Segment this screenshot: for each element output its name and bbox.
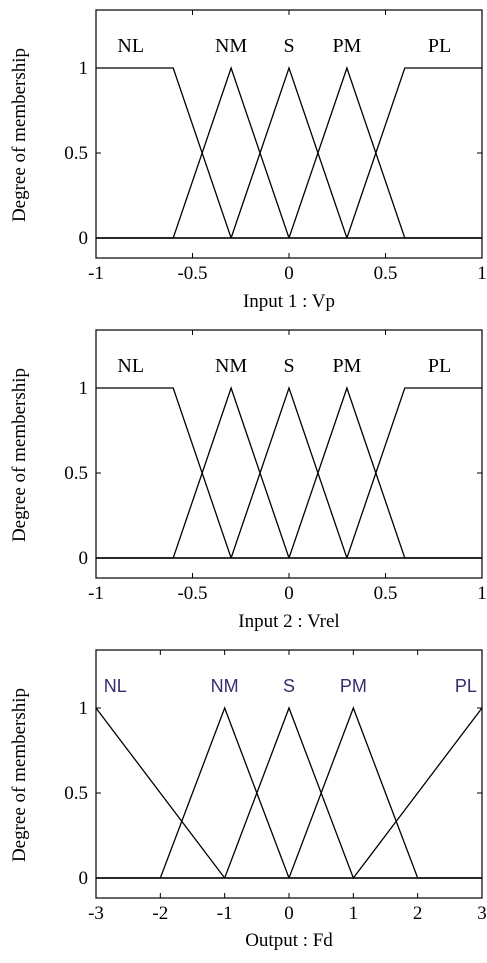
y-tick-label: 0.5: [64, 463, 88, 484]
series-label-nl: NL: [117, 355, 144, 377]
x-tick-label: -1: [217, 903, 233, 924]
series-label-pl: PL: [428, 355, 451, 377]
series-line-pl: [96, 707, 483, 879]
x-tick-label: 2: [413, 903, 423, 924]
x-tick-label: 0.5: [374, 583, 398, 604]
series-label-nm: NM: [215, 355, 247, 377]
x-axis-label: Output : Fd: [245, 930, 333, 951]
series-label-s: S: [283, 355, 294, 377]
x-tick-label: 1: [477, 263, 487, 284]
series-line-s: [96, 385, 482, 559]
series-label-pm: PM: [332, 35, 361, 57]
x-tick-label: 3: [477, 903, 487, 924]
series-label-nl: NL: [104, 676, 127, 696]
x-tick-label: 0: [284, 903, 294, 924]
chart-input-1: Degree of membership -1 -0.5 0 0.5 1 0 0.5 1 NL…: [9, 9, 487, 312]
y-tick-label: 1: [79, 698, 89, 719]
series-line-pl: [96, 387, 482, 559]
series-line-pl: [96, 67, 482, 239]
series-line-nl: [95, 707, 482, 879]
series-line-nm: [96, 65, 482, 239]
x-tick-label: -2: [152, 903, 168, 924]
x-tick-label: 1: [349, 903, 359, 924]
x-axis-label: Input 2 : Vrel: [238, 611, 339, 632]
x-tick-label: -0.5: [177, 583, 207, 604]
plot-frame: [95, 649, 483, 899]
x-tick-label: 0.5: [374, 263, 398, 284]
y-tick-label: 1: [79, 378, 89, 399]
series-label-nl: NL: [117, 35, 144, 57]
y-tick-label: 1: [79, 58, 89, 79]
series-line-pm: [96, 385, 482, 559]
series-label-pm: PM: [332, 355, 361, 377]
series-line-nm: [96, 706, 482, 879]
y-tick-label: 0: [79, 548, 89, 569]
series-line-pm: [96, 65, 482, 239]
series-label-pl: PL: [455, 676, 477, 696]
y-tick-label: 0.5: [64, 143, 88, 164]
x-tick-label: -1: [88, 263, 104, 284]
x-tick-label: 1: [477, 583, 487, 604]
series-label-s: S: [283, 676, 295, 696]
series-label-s: S: [283, 35, 294, 57]
y-tick-label: 0: [79, 228, 89, 249]
plot-frame: [95, 9, 483, 259]
x-tick-label: 0: [284, 263, 294, 284]
y-axis-label: Degree of membership: [9, 368, 30, 542]
x-tick-label: -3: [88, 903, 104, 924]
y-tick-label: 0: [79, 868, 89, 889]
series-label-nm: NM: [215, 35, 247, 57]
series-label-pm: PM: [340, 676, 367, 696]
y-tick-label: 0.5: [64, 783, 88, 804]
series-line-pm: [96, 706, 482, 879]
chart-input-2: Degree of membership -1 -0.5 0 0.5 1 0 0.5 1 NL…: [9, 329, 487, 632]
plot-frame: [95, 329, 483, 579]
x-axis-label: Input 1 : Vp: [243, 291, 335, 312]
y-axis-label: Degree of membership: [9, 688, 30, 862]
series-line-s: [96, 706, 482, 879]
series-label-pl: PL: [428, 35, 451, 57]
series-line-nl: [96, 387, 482, 559]
series-line-nl: [96, 67, 482, 239]
series-line-s: [96, 65, 482, 239]
series-line-nm: [96, 385, 482, 559]
y-axis-label: Degree of membership: [9, 48, 30, 222]
series-label-nm: NM: [211, 676, 239, 696]
x-tick-label: -1: [88, 583, 104, 604]
x-tick-label: -0.5: [177, 263, 207, 284]
chart-output: Degree of membership -3 -2 -1 0 1 2 3 0 0.5 1 NL N…: [9, 649, 487, 951]
x-tick-label: 0: [284, 583, 294, 604]
